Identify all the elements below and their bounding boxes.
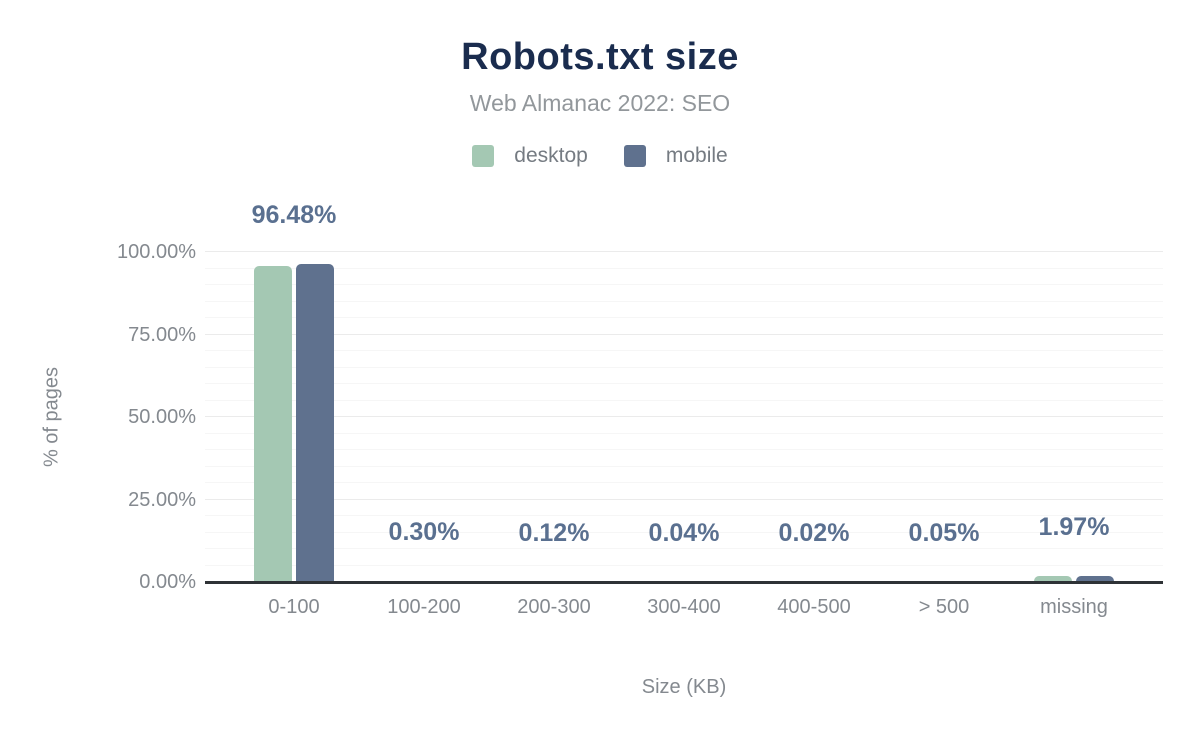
category-column-300-400: 0.04% [619,252,749,582]
value-label: 0.02% [778,518,850,547]
value-label: 0.30% [388,518,460,547]
gridline-minor [205,383,1163,384]
y-axis-title: % of pages [40,366,63,468]
category-column-0-100: 96.48% [229,202,359,582]
plot-area: 96.48% 0.30% 0.12% 0.04% 0.02% 0.05% 1.97% [205,202,1163,584]
gridline-minor [205,432,1163,434]
gridlines [205,251,1163,582]
legend-swatch-desktop [472,145,495,167]
y-tick-label: 50.00% [128,406,196,428]
chart-title: Robots.txt size [461,36,739,78]
x-tick-label: 100-200 [387,596,461,618]
chart-subtitle: Web Almanac 2022: SEO [469,90,731,116]
category-column--500: 0.05% [879,252,1009,582]
gridline-minor [205,300,1163,302]
x-axis-ticks: 0-100 100-200 200-300 300-400 400-500 > 500 mi… [229,596,1139,619]
x-tick-label: 300-400 [647,596,721,618]
x-tick-label: missing [1040,596,1108,618]
value-label: 0.05% [908,518,980,547]
gridline-minor [205,482,1163,483]
value-label: 96.48% [251,200,337,229]
gridline-minor [205,548,1163,549]
bar-desktop [254,265,292,582]
gridline-minor [205,317,1163,318]
value-label: 1.97% [1038,512,1110,541]
category-column-100-200: 0.30% [359,252,489,582]
gridline-minor [205,284,1163,285]
legend-label: mobile [665,144,728,167]
gridline-major [205,498,1163,500]
y-tick-label: 100.00% [117,241,196,263]
category-column-400-500: 0.02% [749,252,879,582]
gridline-minor [205,399,1163,401]
y-tick-label: 25.00% [128,488,196,511]
gridline-major [205,333,1163,335]
legend-swatch-mobile [623,145,646,167]
x-tick-label: 400-500 [777,596,851,618]
gridline-major [205,416,1163,417]
bar-mobile [296,263,334,582]
category-column-200-300: 0.12% [489,252,619,582]
x-axis-title: Size (KB) [641,676,727,698]
gridline-minor [205,449,1163,450]
gridline-minor [205,564,1163,566]
gridline-minor [205,350,1163,351]
bar-columns: 96.48% 0.30% 0.12% 0.04% 0.02% 0.05% 1.97% [229,202,1139,582]
gridline-major [205,251,1163,252]
value-label: 0.12% [518,518,590,547]
bar-desktop [1034,576,1072,582]
x-axis-line [205,581,1163,584]
legend: desktop mobile [0,144,1200,168]
value-label: 0.04% [648,518,720,547]
x-tick-label: 200-300 [517,596,591,618]
y-tick-label: 0.00% [139,571,196,593]
gridline-minor [205,366,1163,368]
x-tick-label: 0-100 [268,596,320,618]
bar-mobile [1076,575,1114,582]
gridline-minor [205,531,1163,533]
x-tick-label: > 500 [918,596,970,618]
y-tick-label: 75.00% [128,323,196,346]
category-column-missing: 1.97% [1009,252,1139,582]
legend-label: desktop [514,144,588,167]
gridline-minor [205,465,1163,467]
gridline-minor [205,515,1163,516]
gridline-minor [205,267,1163,269]
legend-item-mobile[interactable]: mobile [623,144,728,168]
y-axis-ticks: 100.00% 75.00% 50.00% 25.00% 0.00% [80,241,196,593]
legend-item-desktop[interactable]: desktop [472,144,588,168]
